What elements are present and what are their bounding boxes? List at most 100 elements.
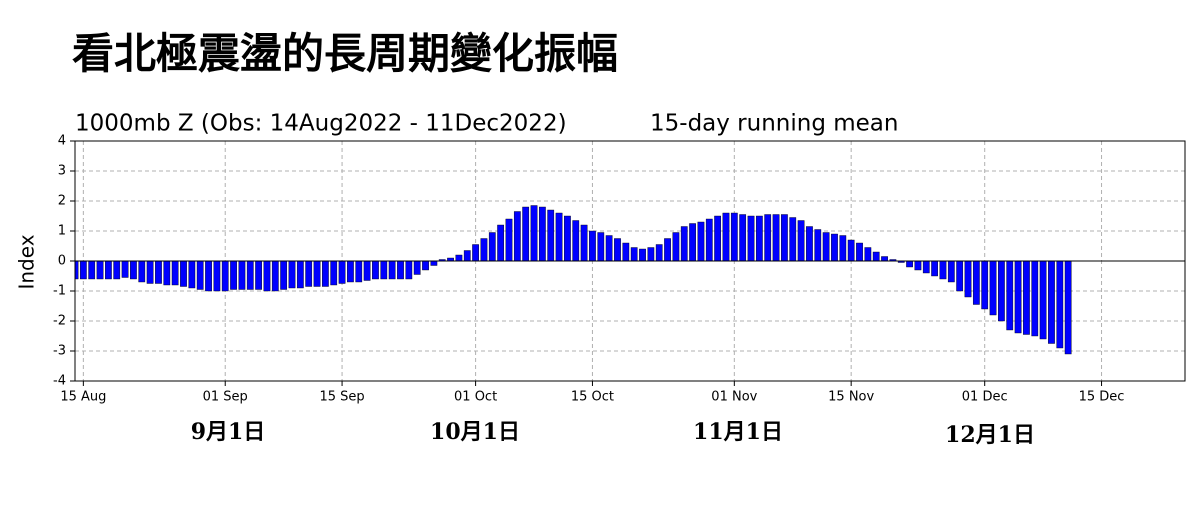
bar: [213, 260, 221, 292]
bar: [906, 260, 913, 268]
bar: [864, 247, 872, 262]
y-tick-label: 3: [58, 164, 66, 179]
bar: [263, 260, 271, 292]
bar: [572, 220, 580, 262]
bar: [171, 260, 179, 286]
bar: [413, 260, 421, 275]
bar: [363, 260, 371, 281]
bar: [472, 244, 479, 262]
bar: [221, 260, 229, 292]
bar: [271, 260, 279, 292]
bar: [589, 230, 596, 262]
bar: [130, 260, 137, 280]
bar: [872, 251, 880, 262]
x-tick-label: 15 Dec: [1079, 390, 1125, 405]
bar: [146, 260, 154, 284]
x-tick-label: 01 Nov: [711, 390, 757, 405]
bar: [121, 260, 129, 278]
bar: [797, 220, 805, 262]
bar: [405, 260, 413, 280]
bar: [822, 232, 830, 262]
bar: [547, 209, 555, 262]
bar: [605, 235, 613, 262]
bar: [772, 214, 780, 262]
bar: [630, 247, 638, 262]
bar: [1006, 260, 1014, 331]
bar: [655, 244, 663, 262]
x-tick-label: 01 Dec: [962, 390, 1008, 405]
bar: [555, 212, 563, 262]
chart-note: 15-day running mean: [650, 111, 898, 137]
bar: [188, 260, 196, 289]
bar: [722, 212, 730, 262]
bar: [614, 238, 621, 262]
bar: [330, 260, 338, 286]
bar: [530, 205, 538, 262]
bar: [230, 260, 237, 290]
bar: [689, 223, 696, 262]
y-tick-label: -4: [53, 374, 66, 389]
bar: [981, 260, 989, 310]
bar: [522, 206, 530, 262]
bar: [105, 260, 112, 280]
bar: [238, 260, 246, 290]
bar: [538, 206, 546, 262]
bar: [113, 260, 121, 280]
bar: [280, 260, 288, 290]
bar: [1014, 260, 1022, 334]
x-tick-label: 01 Sep: [203, 390, 248, 405]
bar: [998, 260, 1005, 322]
bar: [680, 226, 688, 262]
bar: [463, 250, 471, 262]
bar: [305, 260, 313, 287]
bar: [347, 260, 354, 283]
bar: [939, 260, 947, 280]
bar: [806, 226, 813, 262]
x-tick-label: 01 Oct: [454, 390, 497, 405]
bars: [75, 205, 1072, 355]
y-axis-label: Index: [15, 234, 39, 289]
bar: [380, 260, 388, 280]
bar: [989, 260, 997, 316]
bar: [205, 260, 212, 292]
bar: [964, 260, 972, 298]
bar: [597, 232, 605, 262]
x-tick-label: 15 Sep: [319, 390, 364, 405]
bar: [96, 260, 104, 280]
x-tick-label: 15 Aug: [60, 390, 106, 405]
y-tick-label: 4: [58, 134, 66, 149]
bar: [922, 260, 930, 274]
bar: [622, 242, 630, 262]
chart-subtitle: 1000mb Z (Obs: 14Aug2022 - 11Dec2022): [75, 111, 567, 137]
bar: [564, 215, 571, 262]
bar: [956, 260, 964, 292]
bar: [322, 260, 329, 287]
x-tick-label: 15 Oct: [571, 390, 614, 405]
bar: [497, 224, 505, 262]
bar: [697, 221, 705, 262]
bar: [422, 260, 429, 271]
bar: [755, 215, 763, 262]
bar: [856, 242, 863, 262]
bar: [138, 260, 146, 283]
bar: [180, 260, 187, 287]
bar: [88, 260, 96, 280]
bar: [931, 260, 938, 277]
bar: [430, 260, 438, 266]
bar: [505, 218, 513, 262]
plot-frame: [74, 140, 1186, 382]
bar: [881, 256, 888, 262]
bar: [1031, 260, 1039, 337]
bar: [163, 260, 171, 286]
bar: [488, 232, 496, 262]
y-tick-label: 0: [58, 254, 66, 269]
bar: [831, 233, 838, 262]
bar: [255, 260, 262, 290]
y-tick-label: 1: [58, 224, 66, 239]
y-tick-label: -1: [53, 284, 66, 299]
bar: [730, 212, 738, 262]
bar: [155, 260, 162, 284]
bar: [847, 239, 855, 262]
bar: [1023, 260, 1030, 335]
